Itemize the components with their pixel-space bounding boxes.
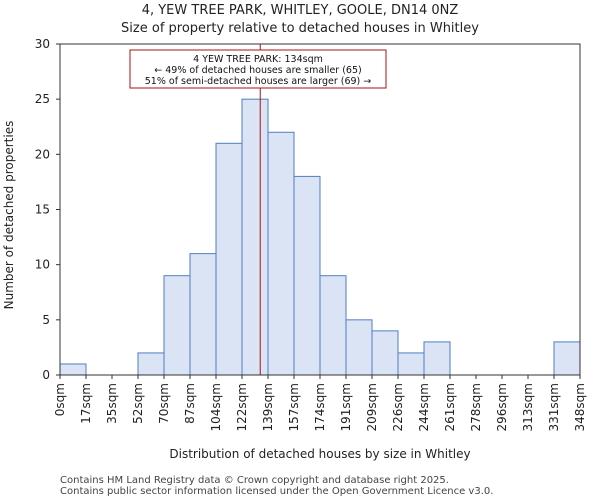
annotation-line-1: 4 YEW TREE PARK: 134sqm [193, 54, 323, 65]
bar-122sqm [241, 98, 269, 376]
x-tick-label-244sqm: 244sqm [417, 383, 431, 431]
x-tick-label-17sqm: 17sqm [79, 383, 93, 424]
y-tick-label-25: 25 [35, 92, 50, 106]
x-tick-label-87sqm: 87sqm [183, 383, 197, 424]
y-tick-label-0: 0 [42, 368, 50, 382]
annotation-box: 4 YEW TREE PARK: 134sqm ← 49% of detache… [129, 49, 387, 89]
bar-87sqm [189, 253, 217, 376]
y-tick-label-20: 20 [35, 147, 50, 161]
x-tick-label-0sqm: 0sqm [53, 383, 67, 416]
x-tick-label-313sqm: 313sqm [521, 383, 535, 431]
annotation-border [129, 49, 387, 89]
x-tick-label-157sqm: 157sqm [287, 383, 301, 431]
x-tick-label-174sqm: 174sqm [313, 383, 327, 431]
x-tick-label-278sqm: 278sqm [469, 383, 483, 431]
y-tick-label-10: 10 [35, 258, 50, 272]
bar-191sqm [345, 319, 373, 376]
x-tick-label-52sqm: 52sqm [131, 383, 145, 424]
y-axis-label: Number of detached properties [2, 121, 16, 310]
y-tick-label-15: 15 [35, 203, 50, 217]
bars-group [59, 98, 581, 376]
bar-226sqm [397, 352, 425, 376]
bar-0sqm [59, 363, 87, 376]
footer-line-1: Contains HM Land Registry data © Crown c… [60, 475, 449, 486]
x-axis-label: Distribution of detached houses by size … [169, 447, 470, 461]
x-tick-label-296sqm: 296sqm [495, 383, 509, 431]
y-tick-label-5: 5 [42, 313, 50, 327]
footer-line-2: Contains public sector information licen… [60, 486, 493, 497]
bar-331sqm [553, 341, 581, 376]
x-tick-label-70sqm: 70sqm [157, 383, 171, 424]
x-tick-label-209sqm: 209sqm [365, 383, 379, 431]
bar-209sqm [371, 330, 399, 376]
bar-139sqm [267, 131, 295, 376]
x-tick-label-348sqm: 348sqm [573, 383, 587, 431]
annotation-line-3: 51% of semi-detached houses are larger (… [145, 76, 372, 87]
bar-157sqm [293, 175, 321, 376]
plot-frame [59, 43, 581, 376]
x-tick-label-35sqm: 35sqm [105, 383, 119, 424]
bar-104sqm [215, 142, 243, 376]
annotation-line-2: ← 49% of detached houses are smaller (65… [154, 65, 361, 76]
x-tick-label-331sqm: 331sqm [547, 383, 561, 431]
bar-52sqm [137, 352, 165, 376]
x-tick-label-226sqm: 226sqm [391, 383, 405, 431]
x-axis-ticks: 0sqm 17sqm 35sqm 52sqm 70sqm 87sqm 104sqm 122sq… [53, 375, 587, 431]
y-axis-ticks: 0 5 10 15 20 25 30 [35, 37, 60, 382]
bar-70sqm [163, 275, 191, 376]
x-tick-label-139sqm: 139sqm [261, 383, 275, 431]
x-tick-label-122sqm: 122sqm [235, 383, 249, 431]
x-tick-label-191sqm: 191sqm [339, 383, 353, 431]
x-tick-label-261sqm: 261sqm [443, 383, 457, 431]
bar-174sqm [319, 275, 347, 376]
chart-title: 4, YEW TREE PARK, WHITLEY, GOOLE, DN14 0… [142, 3, 459, 18]
chart-subtitle: Size of property relative to detached ho… [121, 21, 479, 36]
x-tick-label-104sqm: 104sqm [209, 383, 223, 431]
y-tick-label-30: 30 [35, 37, 50, 51]
bar-244sqm [423, 341, 451, 376]
